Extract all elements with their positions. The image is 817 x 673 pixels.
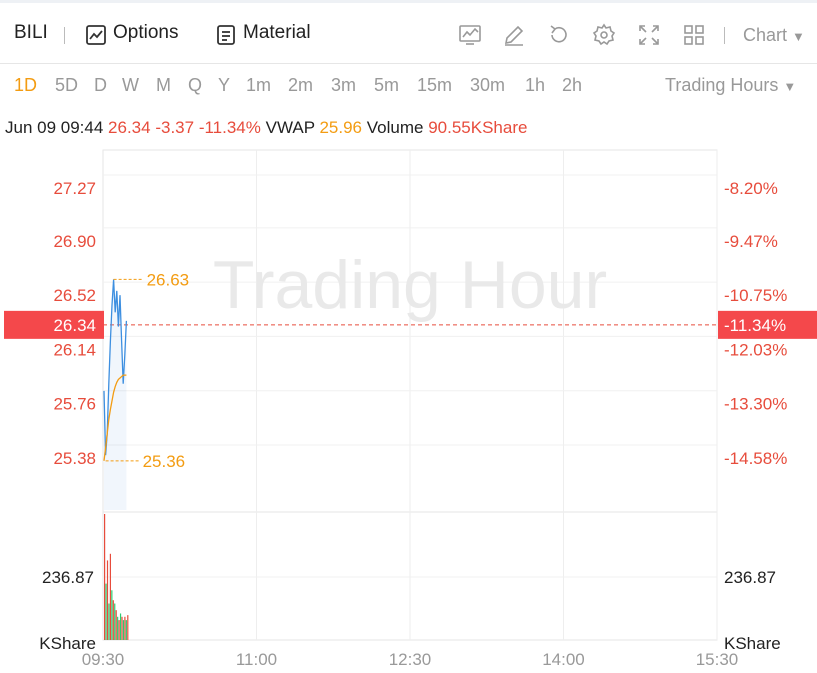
volume-bar <box>104 514 106 640</box>
chart-line-icon[interactable] <box>458 23 482 47</box>
x-tick-label: 11:00 <box>236 650 277 669</box>
volume-bar <box>114 603 116 640</box>
chart-type-dropdown[interactable]: Chart ▼ <box>743 25 805 46</box>
info-vwap: 25.96 <box>319 118 363 137</box>
info-change: -3.37 <box>155 118 195 137</box>
pct-tick-label: -9.47% <box>724 232 778 251</box>
refresh-icon[interactable] <box>547 23 571 47</box>
current-pct-badge-label: -11.34% <box>724 316 786 335</box>
volume-bar <box>125 620 127 640</box>
volume-max-label-left: 236.87 <box>42 568 94 587</box>
y-tick-label: 27.27 <box>53 179 96 198</box>
y-tick-label: 25.38 <box>53 449 96 468</box>
period-1h[interactable]: 1h <box>525 75 546 95</box>
volume-bar <box>112 600 114 640</box>
volume-unit-label-right: KShare <box>724 634 781 653</box>
pct-tick-label: -14.58% <box>724 449 787 468</box>
top-toolbar: BILI Options Material Chart ▼ <box>0 0 817 64</box>
toolbar-divider <box>724 27 725 44</box>
period-selector: 1D 5D D W M Q Y 1m 2m 3m 5m 15m 30m 1h 2h <box>0 64 817 108</box>
volume-bar <box>124 616 126 640</box>
period-30m[interactable]: 30m <box>470 75 506 95</box>
y-tick-label: 26.14 <box>53 340 96 359</box>
period-2h[interactable]: 2h <box>562 75 583 95</box>
volume-bar <box>105 583 107 640</box>
volume-max-label-right: 236.87 <box>724 568 776 587</box>
trading-hours-dropdown[interactable]: Trading Hours ▼ <box>665 75 796 96</box>
pct-tick-label: -8.20% <box>724 179 778 198</box>
fullscreen-icon[interactable] <box>637 23 661 47</box>
period-Q[interactable]: Q <box>188 75 203 95</box>
period-W[interactable]: W <box>122 75 139 95</box>
info-price: 26.34 <box>108 118 151 137</box>
period-15m[interactable]: 15m <box>417 75 453 95</box>
price-area <box>104 279 127 510</box>
volume-bar <box>119 613 122 640</box>
y-tick-label: 25.76 <box>53 395 96 414</box>
volume-bar <box>115 610 117 640</box>
info-change-pct: -11.34% <box>198 118 261 137</box>
grid-icon[interactable] <box>682 23 706 47</box>
symbol-label[interactable]: BILI <box>14 22 48 43</box>
trading-hours-label: Trading Hours <box>665 75 779 95</box>
volume-bar <box>108 603 110 640</box>
vwap-line <box>103 374 127 461</box>
x-tick-label: 15:30 <box>696 650 739 669</box>
period-M[interactable]: M <box>156 75 171 95</box>
high-label: 26.63 <box>147 270 190 289</box>
info-datetime: Jun 09 09:44 <box>5 118 104 137</box>
material-button[interactable]: Material <box>243 22 311 43</box>
material-doc-icon[interactable] <box>214 23 238 47</box>
gear-icon[interactable] <box>592 23 616 47</box>
intraday-chart[interactable]: Trading Hour 27.27 26.90 26.52 26.14 25.76 25.… <box>0 148 817 673</box>
volume-bar <box>121 616 123 640</box>
volume-bar <box>117 616 119 640</box>
x-tick-label: 09:30 <box>82 650 125 669</box>
period-5m[interactable]: 5m <box>374 75 400 95</box>
x-tick-label: 14:00 <box>542 650 585 669</box>
period-D[interactable]: D <box>94 75 107 95</box>
pct-tick-label: -12.03% <box>724 340 787 359</box>
watermark-text: Trading Hour <box>213 247 607 323</box>
period-1D[interactable]: 1D <box>14 75 38 95</box>
current-pct-badge <box>718 310 817 339</box>
info-vwap-label: VWAP <box>265 118 315 137</box>
quote-info-line: Jun 09 09:44 26.34 -3.37 -11.34% VWAP 25… <box>5 118 527 138</box>
volume-unit-label-left: KShare <box>39 634 96 653</box>
options-chart-icon[interactable] <box>84 23 108 47</box>
caret-down-icon: ▼ <box>792 29 805 44</box>
volume-bar <box>111 590 113 640</box>
info-volume: 90.55KShare <box>428 118 528 137</box>
options-button[interactable]: Options <box>113 22 179 43</box>
info-volume-label: Volume <box>366 118 424 137</box>
period-3m[interactable]: 3m <box>331 75 357 95</box>
pct-tick-label: -10.75% <box>724 286 787 305</box>
period-5D[interactable]: 5D <box>55 75 79 95</box>
toolbar-divider <box>64 27 65 44</box>
volume-bar <box>109 553 111 640</box>
y-tick-label: 26.90 <box>53 232 96 251</box>
pct-tick-label: -13.30% <box>724 395 787 414</box>
chart-type-label: Chart <box>743 25 788 45</box>
period-2m[interactable]: 2m <box>288 75 314 95</box>
caret-down-icon: ▼ <box>783 79 797 94</box>
current-price-badge <box>4 310 104 339</box>
volume-bar <box>106 560 109 640</box>
y-tick-label: 26.52 <box>53 286 96 305</box>
period-1m[interactable]: 1m <box>246 75 272 95</box>
price-line <box>103 279 128 456</box>
low-label: 25.36 <box>143 452 186 471</box>
volume-bar <box>118 620 120 640</box>
period-Y[interactable]: Y <box>218 75 231 95</box>
pencil-icon[interactable] <box>502 23 526 47</box>
volume-bar <box>127 615 129 640</box>
current-price-badge-label: 26.34 <box>53 316 96 335</box>
x-tick-label: 12:30 <box>389 650 432 669</box>
volume-bar <box>122 620 125 640</box>
